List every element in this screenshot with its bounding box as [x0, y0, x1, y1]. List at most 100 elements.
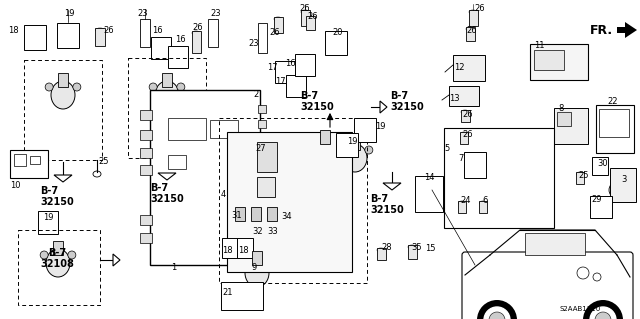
- Bar: [162, 73, 172, 87]
- Bar: [599, 109, 629, 137]
- Ellipse shape: [192, 31, 200, 35]
- Text: 19: 19: [375, 122, 385, 131]
- Ellipse shape: [255, 113, 260, 118]
- Bar: [590, 196, 612, 218]
- Bar: [18, 230, 100, 305]
- Bar: [140, 110, 152, 120]
- Text: 26: 26: [307, 12, 317, 21]
- Bar: [14, 154, 26, 166]
- Bar: [235, 207, 245, 221]
- Bar: [151, 37, 171, 59]
- Text: 25: 25: [578, 171, 589, 180]
- FancyBboxPatch shape: [462, 252, 633, 319]
- Text: 8: 8: [558, 104, 563, 113]
- Text: 24: 24: [460, 196, 470, 205]
- Bar: [58, 73, 68, 87]
- Polygon shape: [383, 183, 401, 190]
- Bar: [376, 248, 385, 260]
- Text: 34: 34: [281, 212, 292, 221]
- Bar: [350, 136, 360, 150]
- Text: 20: 20: [332, 28, 342, 37]
- Bar: [596, 105, 634, 153]
- Bar: [273, 17, 282, 33]
- Circle shape: [577, 267, 589, 279]
- Bar: [336, 133, 358, 157]
- Text: 2: 2: [253, 90, 259, 99]
- Text: 26: 26: [466, 26, 477, 35]
- Text: 11: 11: [534, 41, 545, 50]
- Text: 7: 7: [458, 154, 463, 163]
- Bar: [257, 177, 275, 197]
- Text: 26: 26: [462, 130, 472, 139]
- Text: 32150: 32150: [390, 102, 424, 112]
- Bar: [295, 54, 315, 76]
- Ellipse shape: [248, 95, 253, 100]
- Ellipse shape: [351, 138, 359, 146]
- Ellipse shape: [51, 81, 75, 109]
- Text: B-7: B-7: [48, 248, 66, 258]
- Ellipse shape: [237, 106, 243, 110]
- Ellipse shape: [556, 131, 564, 139]
- Bar: [38, 211, 58, 234]
- Text: 32150: 32150: [300, 102, 333, 112]
- Bar: [408, 245, 417, 259]
- Bar: [465, 27, 474, 41]
- Bar: [150, 90, 260, 265]
- Circle shape: [484, 307, 510, 319]
- Text: 17: 17: [267, 63, 278, 72]
- Text: 18: 18: [238, 246, 248, 255]
- Ellipse shape: [223, 295, 233, 305]
- Bar: [301, 10, 310, 26]
- Bar: [267, 207, 277, 221]
- Bar: [464, 152, 486, 178]
- Text: B-7: B-7: [300, 91, 318, 101]
- Text: S2AAB1310: S2AAB1310: [560, 306, 601, 312]
- Bar: [222, 238, 238, 258]
- Ellipse shape: [40, 251, 48, 259]
- Circle shape: [489, 312, 505, 319]
- Bar: [10, 150, 48, 178]
- Bar: [30, 156, 40, 164]
- Bar: [24, 25, 46, 49]
- Text: 18: 18: [8, 26, 19, 35]
- Ellipse shape: [93, 171, 101, 177]
- Ellipse shape: [274, 17, 282, 21]
- Bar: [453, 55, 485, 81]
- Bar: [140, 165, 152, 175]
- Bar: [53, 241, 63, 255]
- Ellipse shape: [68, 251, 76, 259]
- Bar: [257, 23, 266, 53]
- Ellipse shape: [267, 261, 275, 269]
- Text: B-7: B-7: [390, 91, 408, 101]
- Text: 26: 26: [474, 4, 484, 13]
- Bar: [354, 118, 376, 142]
- Bar: [57, 23, 79, 48]
- Text: 32108: 32108: [40, 259, 74, 269]
- Text: 19: 19: [43, 213, 54, 222]
- Ellipse shape: [377, 248, 385, 252]
- Text: 28: 28: [381, 243, 392, 252]
- Bar: [168, 155, 186, 169]
- Polygon shape: [380, 101, 387, 113]
- Ellipse shape: [149, 83, 157, 91]
- Ellipse shape: [247, 149, 257, 161]
- Text: 23: 23: [137, 9, 148, 18]
- Ellipse shape: [466, 27, 474, 31]
- Text: 35: 35: [411, 243, 422, 252]
- Circle shape: [477, 300, 517, 319]
- Text: FR.: FR.: [590, 24, 613, 37]
- Text: 21: 21: [222, 288, 232, 297]
- Text: 32150: 32150: [370, 205, 404, 215]
- Ellipse shape: [59, 75, 67, 83]
- Ellipse shape: [155, 81, 179, 109]
- Bar: [275, 61, 295, 83]
- Bar: [140, 19, 150, 47]
- Ellipse shape: [609, 183, 621, 197]
- Bar: [251, 207, 261, 221]
- Bar: [237, 238, 253, 258]
- Bar: [257, 142, 277, 172]
- Text: 23: 23: [248, 39, 259, 48]
- Bar: [468, 10, 477, 26]
- Bar: [208, 19, 218, 47]
- Text: 19: 19: [64, 9, 74, 18]
